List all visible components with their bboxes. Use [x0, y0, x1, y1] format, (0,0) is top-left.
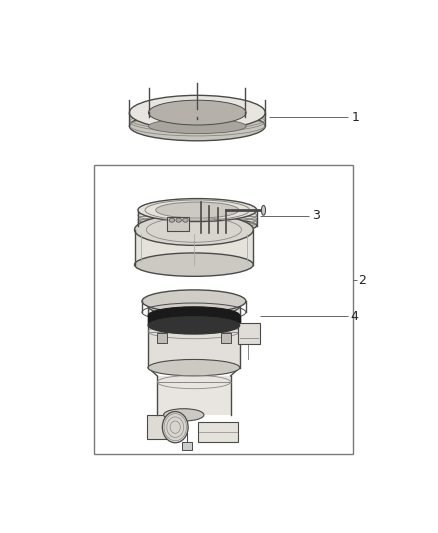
Ellipse shape — [148, 296, 240, 317]
Ellipse shape — [176, 218, 181, 222]
Ellipse shape — [129, 111, 265, 141]
Bar — [221, 333, 231, 343]
Ellipse shape — [261, 205, 265, 215]
Bar — [238, 324, 260, 344]
Polygon shape — [157, 376, 230, 415]
Polygon shape — [148, 306, 240, 368]
Polygon shape — [129, 112, 265, 126]
Text: 2: 2 — [359, 274, 367, 287]
Circle shape — [162, 411, 188, 443]
Bar — [182, 442, 192, 450]
Ellipse shape — [134, 253, 253, 276]
Bar — [167, 217, 189, 231]
Ellipse shape — [148, 317, 240, 334]
Ellipse shape — [169, 218, 175, 222]
Ellipse shape — [142, 290, 246, 312]
Ellipse shape — [134, 214, 253, 245]
Ellipse shape — [138, 217, 257, 233]
Bar — [198, 422, 238, 441]
Ellipse shape — [148, 100, 246, 125]
Text: 1: 1 — [352, 111, 360, 124]
Bar — [94, 165, 353, 454]
Text: 3: 3 — [312, 209, 320, 222]
Bar — [156, 333, 167, 343]
Ellipse shape — [148, 307, 240, 324]
Ellipse shape — [148, 359, 240, 376]
Polygon shape — [134, 230, 253, 265]
Ellipse shape — [163, 409, 204, 421]
Text: 4: 4 — [351, 310, 359, 323]
Ellipse shape — [183, 218, 188, 222]
Ellipse shape — [156, 202, 239, 218]
Ellipse shape — [129, 95, 265, 130]
Ellipse shape — [138, 199, 257, 222]
Bar — [147, 415, 167, 440]
Polygon shape — [138, 210, 257, 225]
Ellipse shape — [148, 119, 246, 134]
